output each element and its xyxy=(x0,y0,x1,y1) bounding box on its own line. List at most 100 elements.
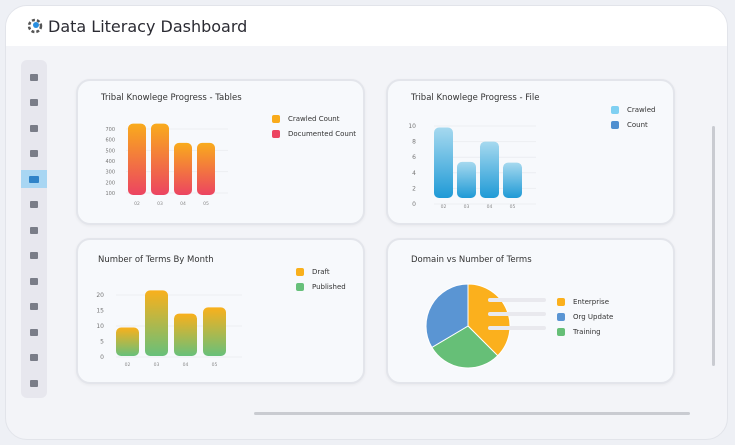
note-icon xyxy=(30,150,38,157)
y-tick-label: 15 xyxy=(96,308,104,315)
legend: Draft Published xyxy=(296,268,346,298)
vertical-scrollbar[interactable] xyxy=(712,126,715,366)
legend-label: Training xyxy=(573,328,601,336)
book-icon xyxy=(30,124,38,132)
id-card-icon xyxy=(29,175,39,183)
sidebar-item-folder[interactable] xyxy=(21,272,47,290)
bar[interactable] xyxy=(174,313,197,356)
hourglass-icon xyxy=(30,328,38,336)
x-tick-label: 04 xyxy=(183,362,189,368)
bar[interactable] xyxy=(174,142,192,195)
sidebar-item-hourglass[interactable] xyxy=(21,323,47,341)
y-tick-label: 8 xyxy=(412,139,416,146)
legend-label: Published xyxy=(312,283,346,291)
legend-item[interactable]: Count xyxy=(611,121,655,129)
legend-label: Crawled xyxy=(627,106,656,114)
sidebar-item-chart[interactable] xyxy=(21,247,47,265)
chart-title: Domain vs Number of Terms xyxy=(411,255,532,265)
x-tick-label: 03 xyxy=(154,362,160,368)
legend: Crawled Count xyxy=(611,106,655,136)
y-tick-label: 300 xyxy=(105,170,115,176)
bar[interactable] xyxy=(203,307,226,356)
y-tick-label: 10 xyxy=(96,323,104,330)
user-settings-icon xyxy=(30,379,38,387)
legend-swatch xyxy=(272,130,280,138)
legend-swatch xyxy=(296,268,304,276)
horizontal-scrollbar[interactable] xyxy=(254,412,690,415)
home-icon xyxy=(30,73,38,81)
legend: Enterprise Org Update Training xyxy=(557,298,613,343)
sidebar-item-database[interactable] xyxy=(21,94,47,112)
y-tick-label: 600 xyxy=(105,138,115,144)
legend-leader xyxy=(488,298,546,302)
y-tick-label: 0 xyxy=(100,354,104,361)
chart-title: Tribal Knowlege Progress - File xyxy=(411,93,540,103)
y-tick-label: 10 xyxy=(408,123,416,130)
y-tick-label: 100 xyxy=(105,191,115,197)
x-tick-label: 02 xyxy=(125,362,131,368)
sidebar-item-note[interactable] xyxy=(21,145,47,163)
legend-label: Draft xyxy=(312,268,330,276)
x-tick-label: 05 xyxy=(510,204,516,210)
bar[interactable] xyxy=(116,327,139,356)
legend-label: Enterprise xyxy=(573,298,610,306)
chart-title: Tribal Knowlege Progress - Tables xyxy=(101,93,242,103)
folder-icon xyxy=(30,277,38,285)
sidebar-item-tools[interactable] xyxy=(21,349,47,367)
sidebar-item-id-card[interactable] xyxy=(21,170,47,188)
table-icon xyxy=(30,303,38,310)
legend-item[interactable]: Crawled Count xyxy=(272,115,356,123)
sidebar-item-book[interactable] xyxy=(21,119,47,137)
x-tick-label: 02 xyxy=(134,201,140,207)
bar[interactable] xyxy=(151,123,169,195)
sidebar-item-clipboard[interactable] xyxy=(21,196,47,214)
y-tick-label: 200 xyxy=(105,180,115,186)
legend-item[interactable]: Crawled xyxy=(611,106,655,114)
bar[interactable] xyxy=(457,161,476,198)
y-tick-label: 2 xyxy=(412,185,416,192)
x-tick-label: 05 xyxy=(203,201,209,207)
bar[interactable] xyxy=(434,127,453,198)
y-tick-label: 400 xyxy=(105,159,115,165)
bar[interactable] xyxy=(145,290,168,356)
legend: Crawled Count Documented Count xyxy=(272,115,356,145)
pie-slice-org-update[interactable] xyxy=(425,283,469,349)
x-tick-label: 04 xyxy=(180,201,186,207)
y-tick-label: 4 xyxy=(412,170,416,177)
bar[interactable] xyxy=(128,123,146,195)
y-tick-label: 0 xyxy=(412,201,416,208)
logo-icon xyxy=(27,18,43,34)
bar[interactable] xyxy=(480,141,499,198)
legend-swatch xyxy=(611,106,619,114)
legend-item[interactable]: Published xyxy=(296,283,346,291)
sidebar-item-home[interactable] xyxy=(21,68,47,86)
pie-slice-training[interactable] xyxy=(431,325,499,369)
legend-item[interactable]: Enterprise xyxy=(557,298,613,306)
card-domain-terms: Domain vs Number of Terms Enterprise Org … xyxy=(386,238,675,384)
database-icon xyxy=(30,99,38,106)
legend-item[interactable]: Draft xyxy=(296,268,346,276)
card-terms-by-month: Number of Terms By Month 0 5 10 15 20 02 03 04 0… xyxy=(76,238,365,384)
sidebar-item-table[interactable] xyxy=(21,298,47,316)
legend-swatch xyxy=(557,313,565,321)
chart-title: Number of Terms By Month xyxy=(98,255,214,265)
legend-swatch xyxy=(272,115,280,123)
legend-swatch xyxy=(611,121,619,129)
legend-label: Crawled Count xyxy=(288,115,340,123)
legend-leader xyxy=(488,326,546,330)
x-tick-label: 02 xyxy=(441,204,447,210)
x-tick-label: 03 xyxy=(464,204,470,210)
sidebar-item-bank[interactable] xyxy=(21,221,47,239)
sidebar-item-user-settings[interactable] xyxy=(21,374,47,392)
bar[interactable] xyxy=(503,162,522,198)
bar[interactable] xyxy=(197,142,215,195)
y-tick-label: 5 xyxy=(100,339,104,346)
app-window: Data Literacy Dashboard Tribal Knowlege … xyxy=(5,5,728,440)
domain-pie-chart xyxy=(425,283,546,369)
legend-item[interactable]: Documented Count xyxy=(272,130,356,138)
legend-item[interactable]: Training xyxy=(557,328,613,336)
legend-swatch xyxy=(557,298,565,306)
legend-item[interactable]: Org Update xyxy=(557,313,613,321)
chart-icon xyxy=(30,252,38,259)
